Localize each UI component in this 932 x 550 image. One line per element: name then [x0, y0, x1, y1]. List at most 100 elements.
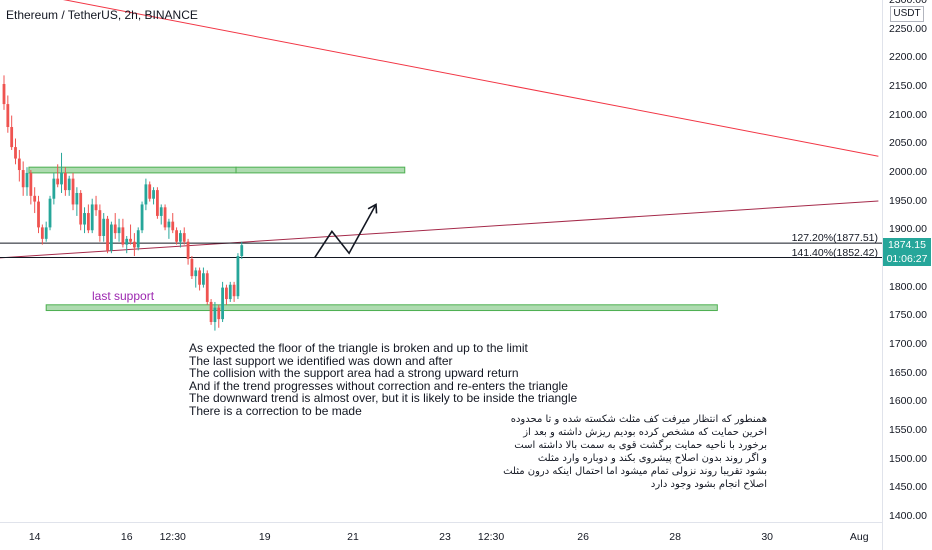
candle — [167, 221, 171, 228]
current-price: 1874.15 — [888, 239, 926, 251]
y-tick-label: 2250.00 — [889, 22, 927, 35]
y-tick-label: 1800.00 — [889, 280, 927, 293]
support-zone — [28, 166, 237, 174]
last-support-label: last support — [92, 289, 155, 303]
candle — [121, 227, 125, 245]
y-tick-label: 1450.00 — [889, 481, 927, 494]
note-line: There is a correction to be made — [189, 403, 362, 418]
y-tick-label: 2100.00 — [889, 108, 927, 121]
candle — [198, 270, 201, 285]
candle — [44, 227, 48, 239]
x-tick-label: 26 — [577, 531, 589, 543]
current-price-tag: 1874.15 01:06:27 — [883, 238, 931, 266]
candle — [240, 245, 244, 257]
candle — [117, 227, 121, 234]
triangle-lower-line — [0, 200, 879, 259]
y-tick-label: 1400.00 — [889, 510, 927, 522]
support-zone — [235, 166, 406, 174]
candle — [14, 147, 17, 159]
candle — [25, 172, 29, 188]
note-line: The downward trend is almost over, but i… — [189, 391, 578, 406]
note-line: As expected the floor of the triangle is… — [189, 341, 528, 355]
candle — [129, 238, 132, 242]
candle — [33, 195, 37, 202]
candle — [202, 273, 205, 285]
triangle-upper-line — [62, 0, 879, 157]
candle — [136, 230, 140, 248]
candle — [113, 224, 117, 234]
persian-line: و اگر روند بدون اصلاح پیشروی بکند و دوبا… — [537, 453, 767, 464]
candle — [52, 178, 56, 199]
candle — [71, 178, 75, 205]
y-tick-label: 1600.00 — [889, 395, 927, 408]
candle — [186, 241, 190, 259]
note-line: And if the trend progresses without corr… — [189, 378, 568, 393]
persian-line: بشود تقریبا روند نزولی تمام میشود اما اح… — [503, 466, 767, 477]
x-tick-label: 30 — [761, 531, 773, 543]
candle — [179, 233, 182, 242]
candle — [152, 190, 155, 199]
fib-label-127: 127.20%(1877.51) — [791, 232, 878, 244]
y-tick-label: 1750.00 — [889, 309, 927, 322]
candle — [194, 270, 198, 277]
y-tick-label: 2200.00 — [889, 51, 927, 64]
y-tick-label: 1900.00 — [889, 223, 927, 236]
candle — [148, 184, 152, 199]
support-zone — [45, 304, 718, 312]
candle — [98, 210, 102, 236]
x-tick-label: 28 — [669, 531, 681, 543]
y-tick-label: 1500.00 — [889, 452, 927, 465]
axis-separator — [882, 0, 883, 550]
candle — [209, 301, 213, 323]
y-tick-label: 2050.00 — [889, 137, 927, 150]
candle — [144, 184, 148, 205]
axis-separator-x — [0, 522, 882, 523]
y-tick-label: 1950.00 — [889, 194, 927, 207]
candle — [63, 172, 67, 191]
candle — [217, 307, 221, 320]
y-tick-label: 1700.00 — [889, 337, 927, 350]
candle — [56, 178, 60, 185]
candle — [2, 84, 6, 105]
x-tick-label: 12:30 — [477, 531, 505, 543]
persian-line: همنطور که انتظار میرفت کف مثلث شکسته شده… — [510, 414, 767, 425]
candle — [175, 230, 178, 242]
candle — [156, 190, 159, 216]
currency-badge[interactable]: USDT — [890, 6, 924, 22]
projection-path — [313, 204, 377, 259]
candle — [21, 170, 25, 188]
candle — [67, 178, 71, 191]
bar-countdown: 01:06:27 — [886, 253, 928, 265]
candle — [29, 172, 33, 196]
persian-note: همنطور که انتظار میرفت کف مثلث شکسته شده… — [503, 413, 767, 491]
candle — [221, 287, 224, 320]
candle — [6, 104, 10, 128]
candle — [102, 218, 106, 236]
candle — [232, 284, 236, 297]
y-tick-label: 1550.00 — [889, 423, 927, 436]
candle — [60, 172, 63, 185]
candle — [125, 238, 129, 245]
candle — [86, 213, 90, 231]
candle — [10, 127, 14, 148]
analysis-note: As expected the floor of the triangle is… — [189, 342, 577, 418]
candle — [228, 284, 232, 300]
y-tick-label: 2300.00 — [889, 0, 927, 6]
candle — [75, 192, 79, 205]
projection-arrowhead — [367, 203, 378, 214]
candle — [83, 213, 86, 225]
candle — [48, 198, 52, 228]
x-tick-label: Aug — [849, 531, 869, 543]
persian-line: اصلاح انجام بشود وجود دارد — [650, 479, 767, 490]
candle — [94, 204, 98, 211]
y-tick-label: 1650.00 — [889, 366, 927, 379]
x-tick-label: 23 — [439, 531, 451, 543]
note-line: The collision with the support area had … — [189, 366, 519, 381]
candle — [37, 201, 40, 228]
y-tick-label: 2150.00 — [889, 79, 927, 92]
x-tick-label: 14 — [28, 531, 41, 543]
candle — [182, 233, 186, 242]
candle — [40, 227, 44, 239]
x-tick-label: 21 — [347, 531, 359, 543]
